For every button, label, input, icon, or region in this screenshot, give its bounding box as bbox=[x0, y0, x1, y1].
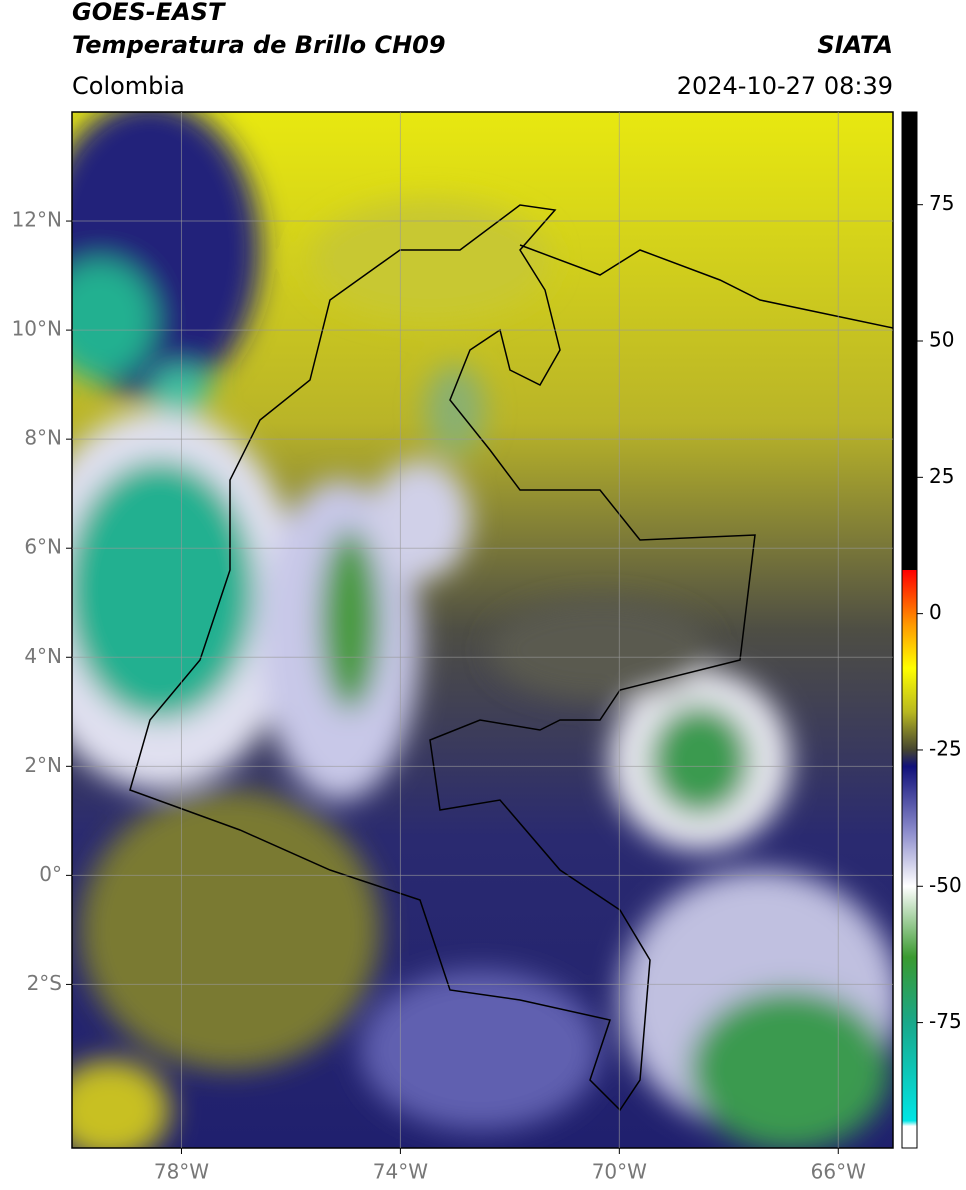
colorbar-tick-label: -50 bbox=[929, 873, 962, 897]
map-frame bbox=[71, 111, 894, 1149]
colorbar-tick-label: 0 bbox=[929, 600, 942, 624]
y-tick-label: 8°N bbox=[24, 426, 62, 450]
subtitle: Temperatura de Brillo CH09 bbox=[72, 31, 446, 59]
source: SIATA bbox=[817, 31, 893, 59]
y-tick-label: 6°N bbox=[24, 535, 62, 559]
y-tick-label: 4°N bbox=[24, 644, 62, 668]
y-tick-label: 2°N bbox=[24, 753, 62, 777]
y-tick-label: 0° bbox=[39, 862, 62, 886]
datetime: 2024-10-27 08:39 bbox=[677, 72, 893, 100]
y-tick-label: 2°S bbox=[27, 971, 62, 995]
x-tick-label: 78°W bbox=[154, 1160, 209, 1184]
colorbar-tick-label: 50 bbox=[929, 328, 954, 352]
x-tick-label: 66°W bbox=[811, 1160, 866, 1184]
y-tick-label: 10°N bbox=[12, 317, 62, 341]
colorbar bbox=[901, 111, 918, 1149]
x-tick-label: 74°W bbox=[373, 1160, 428, 1184]
region: Colombia bbox=[72, 72, 185, 100]
title: GOES-EAST bbox=[72, 0, 226, 26]
satellite-image bbox=[72, 112, 893, 1148]
colorbar-tick-label: 75 bbox=[929, 191, 954, 215]
colorbar-tick-label: -75 bbox=[929, 1009, 962, 1033]
y-tick-label: 12°N bbox=[12, 208, 62, 232]
x-tick-label: 70°W bbox=[592, 1160, 647, 1184]
colorbar-tick-label: -25 bbox=[929, 736, 962, 760]
colorbar-tick-label: 25 bbox=[929, 464, 954, 488]
